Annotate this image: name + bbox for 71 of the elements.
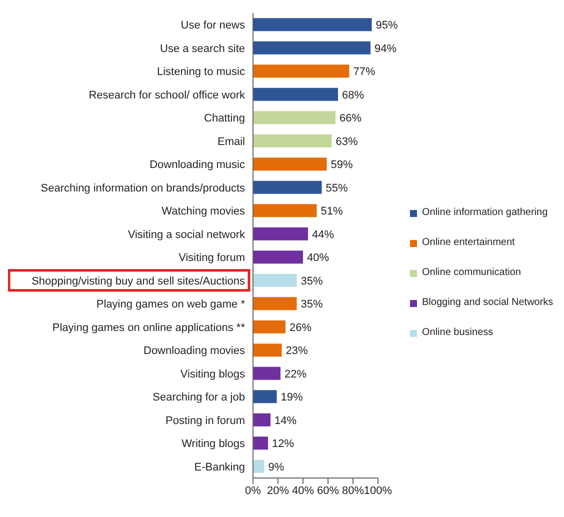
y-tick-label: Playing games on online applications ** <box>52 322 246 334</box>
y-tick-label: Playing games on web game * <box>96 298 246 311</box>
bar <box>253 41 370 54</box>
y-tick-label: Visiting forum <box>178 252 245 264</box>
y-tick-label: Visiting a social network <box>128 228 246 241</box>
data-label: 23% <box>286 345 308 358</box>
data-label: 77% <box>353 66 376 78</box>
bar <box>253 250 303 264</box>
y-tick-label: Use a search site <box>160 42 245 55</box>
bar <box>253 111 336 124</box>
bar <box>253 344 282 357</box>
data-label: 68% <box>342 89 364 102</box>
y-tick-label: Downloading music <box>150 159 246 172</box>
bar <box>253 227 308 240</box>
bar <box>253 158 327 171</box>
bar <box>253 18 372 32</box>
y-tick-label: Searching for a job <box>152 392 245 404</box>
legend-label: Online entertainment <box>422 236 515 250</box>
x-tick-label: 100% <box>364 484 392 497</box>
bar <box>253 436 268 450</box>
y-tick-label: Use for news <box>180 20 246 32</box>
legend-label: Online communication <box>422 266 521 280</box>
data-label: 26% <box>290 322 312 334</box>
bar <box>253 274 297 287</box>
y-tick-label: Shopping/visting buy and sell sites/Auctions <box>32 275 246 288</box>
legend-label: Blogging and social Networks <box>422 296 554 310</box>
data-label: 40% <box>307 252 330 264</box>
y-tick-label: E-Banking <box>194 461 245 474</box>
legend-label: Online business <box>422 326 494 340</box>
data-label: 19% <box>280 392 303 404</box>
bar <box>253 460 264 473</box>
data-label: 9% <box>268 461 284 474</box>
y-tick-label: Writing blogs <box>182 438 246 450</box>
y-tick-label: Searching information on brands/products <box>40 182 246 194</box>
data-label: 63% <box>336 136 358 148</box>
bar <box>253 413 270 426</box>
x-tick-label: 40% <box>292 484 314 497</box>
bar <box>253 204 317 218</box>
bar <box>253 64 350 78</box>
data-label: 55% <box>326 182 348 194</box>
y-tick-label: Research for school/ office work <box>88 89 246 102</box>
x-tick-label: 0% <box>245 484 262 497</box>
bar <box>253 134 332 148</box>
data-label: 44% <box>312 228 334 241</box>
data-label: 66% <box>340 112 362 125</box>
bar <box>253 320 286 334</box>
bar <box>253 297 297 310</box>
y-tick-label: Downloading movies <box>144 345 246 358</box>
data-label: 12% <box>272 438 294 450</box>
data-label: 35% <box>300 298 323 311</box>
x-tick-label: 60% <box>316 484 340 497</box>
bar <box>253 366 280 380</box>
data-label: 14% <box>274 414 297 427</box>
data-label: 94% <box>374 42 397 55</box>
bar <box>253 180 322 194</box>
x-tick-label: 80% <box>342 484 364 497</box>
y-tick-label: Watching movies <box>162 206 246 218</box>
bar <box>253 390 277 404</box>
y-tick-label: Visiting blogs <box>180 368 246 380</box>
x-tick-label: 20% <box>266 484 290 497</box>
y-tick-label: Listening to music <box>156 66 246 78</box>
legend-label: Online information gathering <box>422 206 548 220</box>
data-label: 35% <box>300 275 323 288</box>
data-label: 22% <box>284 368 307 380</box>
data-label: 95% <box>376 20 398 32</box>
y-tick-label: Posting in forum <box>166 414 245 427</box>
data-label: 59% <box>330 159 353 172</box>
y-tick-label: Chatting <box>204 112 245 125</box>
y-tick-label: Email <box>217 136 245 148</box>
bar <box>253 88 338 101</box>
data-label: 51% <box>320 206 343 218</box>
